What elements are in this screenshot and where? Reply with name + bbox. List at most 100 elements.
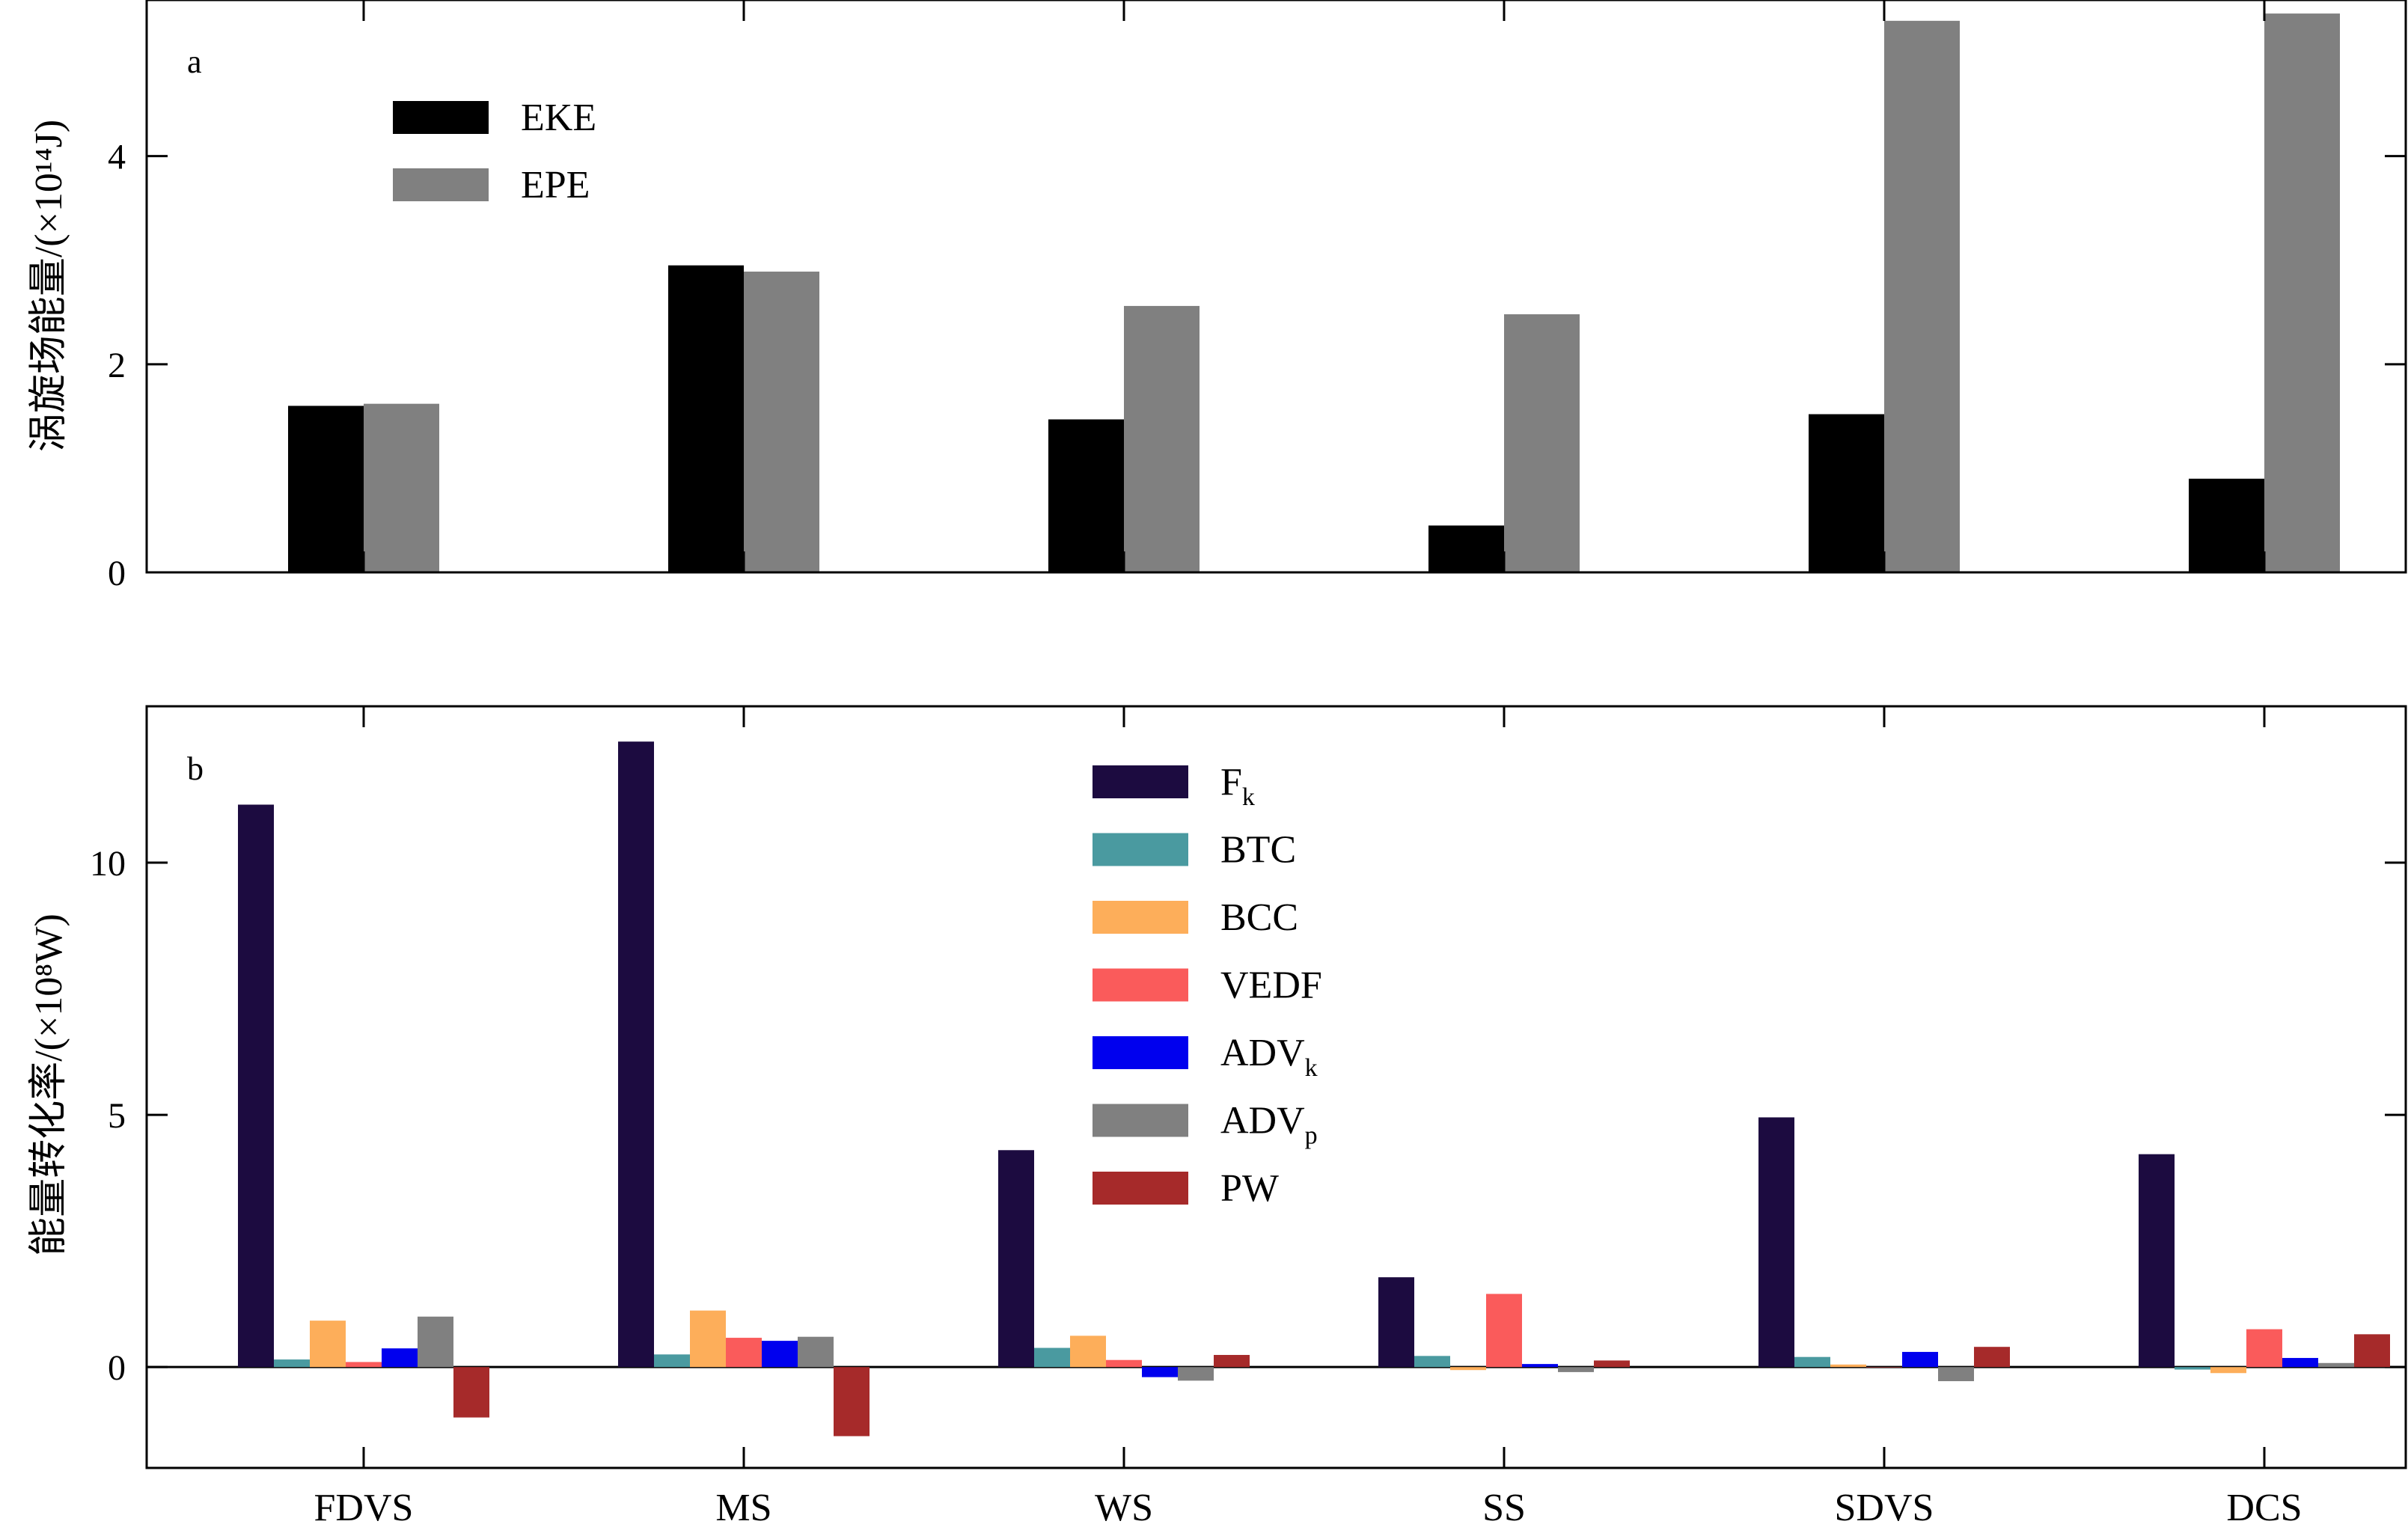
panel-b-bar-advp-sdvs	[1938, 1367, 1974, 1382]
panel-b-bar-btc-ws	[1034, 1347, 1070, 1368]
panel-b-bar-pw-ws	[1214, 1354, 1250, 1368]
panel-b-bar-advp-ws	[1178, 1367, 1214, 1381]
panel-a-y-tick-label: 4	[108, 138, 126, 177]
panel-a-legend-swatch-eke	[393, 101, 489, 134]
panel-a-bar-eke-dcs	[2189, 478, 2264, 572]
panel-a-bar-epe-ms	[744, 272, 819, 572]
panel-b-legend-label-pw: PW	[1220, 1167, 1279, 1210]
panel-a-bar-eke-ws	[1048, 419, 1124, 572]
panel-b-legend-swatch-bcc	[1093, 901, 1188, 934]
panel-b-bar-vedf-ws	[1106, 1359, 1142, 1368]
panel-a-bar-eke-ms	[668, 265, 744, 572]
x-tick-label-ms: MS	[715, 1487, 771, 1529]
panel-a-legend-swatch-epe	[393, 168, 489, 201]
panel-b-bar-advp-fdvs	[418, 1316, 453, 1368]
panel-b-bar-advk-sdvs	[1902, 1351, 1938, 1368]
panel-b-legend-swatch-pw	[1093, 1172, 1188, 1205]
panel-b-bar-advp-ms	[798, 1336, 834, 1368]
panel-a-bar-eke-sdvs	[1809, 414, 1884, 572]
panel-a-bar-epe-fdvs	[364, 403, 439, 572]
x-tick-label-sdvs: SDVS	[1835, 1487, 1934, 1529]
panel-b-bar-vedf-ms	[726, 1338, 762, 1368]
panel-a-bar-epe-dcs	[2264, 13, 2340, 573]
panel-b-legend-label-btc: BTC	[1220, 829, 1296, 872]
panel-b-y-tick-label: 5	[108, 1096, 126, 1136]
panel-b-bar-bcc-ms	[690, 1310, 726, 1368]
panel-b-bar-fk-ms	[618, 741, 654, 1368]
panel-a-bar-eke-ss	[1428, 525, 1504, 572]
panel-b-bar-fk-ss	[1378, 1277, 1414, 1368]
panel-a-frame	[145, 0, 2407, 574]
x-tick-label-fdvs: FDVS	[314, 1487, 414, 1529]
panel-a-bar-epe-ss	[1504, 314, 1580, 572]
panel-b-label: b	[187, 750, 204, 787]
panel-b-legend-label-fk: Fk	[1220, 761, 1255, 811]
panel-b-bar-fk-dcs	[2139, 1154, 2175, 1368]
panel-b-legend-swatch-btc	[1093, 833, 1188, 866]
panel-b-bar-fk-ws	[998, 1150, 1034, 1368]
panel-b-y-ticks: 0 5 10	[90, 844, 2406, 1388]
panel-b-bar-advk-ss	[1522, 1364, 1558, 1368]
panel-b-x-ticks	[362, 706, 2266, 1468]
panel-b-bar-bcc-ss	[1450, 1367, 1486, 1371]
panel-b-bar-advk-dcs	[2282, 1358, 2318, 1368]
panel-b-bars	[238, 741, 2390, 1436]
panel-b-legend-swatch-fk	[1093, 765, 1188, 798]
panel-a-legend: EKE EPE	[393, 97, 596, 206]
panel-a-label: a	[187, 43, 202, 80]
panel-b-x-labels: FDVS MS WS SS SDVS DCS	[314, 1487, 2302, 1529]
panel-b-bar-btc-ms	[654, 1354, 690, 1368]
panel-b-bar-bcc-ws	[1070, 1335, 1106, 1368]
panel-b-bar-bcc-fdvs	[310, 1321, 346, 1368]
panel-b-legend-swatch-advp	[1093, 1104, 1188, 1137]
panel-b-y-tick-label: 10	[90, 844, 126, 884]
panel-b-bar-fk-sdvs	[1758, 1117, 1794, 1368]
panel-b: b 能量转化率/(×10⁸W) 0 5 10 FDVS MS WS SS SDVS DCS F…	[28, 705, 2407, 1529]
panel-a-legend-label-epe: EPE	[521, 164, 590, 206]
panel-b-y-axis-label: 能量转化率/(×10⁸W)	[28, 914, 70, 1256]
panel-a-y-tick-label: 0	[108, 554, 126, 593]
panel-a-bar-epe-sdvs	[1884, 20, 1960, 573]
x-tick-label-ss: SS	[1482, 1487, 1526, 1529]
x-tick-label-dcs: DCS	[2226, 1487, 2302, 1529]
panel-b-bar-fk-fdvs	[238, 804, 274, 1368]
panel-b-bar-bcc-dcs	[2210, 1367, 2246, 1374]
panel-a-legend-label-eke: EKE	[521, 97, 596, 139]
panel-a-y-axis-label: 涡旋场能量/(×10¹⁴J)	[28, 120, 70, 452]
panel-b-bar-vedf-fdvs	[346, 1362, 382, 1368]
panel-b-bar-pw-ms	[834, 1367, 870, 1436]
panel-b-bar-pw-ss	[1594, 1360, 1630, 1368]
panel-b-legend-swatch-vedf	[1093, 968, 1188, 1002]
panel-b-bar-vedf-sdvs	[1866, 1367, 1902, 1368]
panel-b-bar-advk-ws	[1142, 1367, 1178, 1377]
panel-b-legend-label-advk: ADVk	[1220, 1032, 1318, 1082]
panel-a-bar-epe-ws	[1124, 305, 1200, 572]
panel-b-bar-btc-ss	[1414, 1356, 1450, 1368]
panel-b-bar-vedf-dcs	[2246, 1329, 2282, 1368]
panel-b-bar-btc-dcs	[2175, 1367, 2210, 1370]
panel-b-bar-pw-dcs	[2354, 1334, 2390, 1368]
panel-b-legend-label-bcc: BCC	[1220, 896, 1298, 939]
panel-b-bar-pw-sdvs	[1974, 1347, 2010, 1368]
panel-b-bar-advk-ms	[762, 1341, 798, 1368]
panel-a: a 涡旋场能量/(×10¹⁴J) 0 2 4 EKE EPE	[28, 0, 2407, 593]
panel-b-bar-btc-fdvs	[274, 1359, 310, 1368]
panel-b-frame	[145, 705, 2407, 1469]
panel-b-legend: Fk BTC BCC VEDF ADVk ADVp PW	[1093, 761, 1322, 1210]
panel-b-y-tick-label: 0	[108, 1348, 126, 1388]
panel-b-bar-bcc-sdvs	[1830, 1364, 1866, 1368]
panel-a-x-ticks	[362, 0, 2266, 572]
panel-b-legend-label-advp: ADVp	[1220, 1100, 1318, 1150]
panel-b-bar-advp-ss	[1558, 1367, 1594, 1372]
panel-b-bar-advk-fdvs	[382, 1348, 418, 1368]
x-tick-label-ws: WS	[1095, 1487, 1153, 1529]
panel-a-bars	[288, 13, 2340, 573]
panel-b-bar-vedf-ss	[1486, 1294, 1522, 1368]
panel-b-legend-swatch-advk	[1093, 1036, 1188, 1069]
panel-b-bar-pw-fdvs	[453, 1367, 489, 1418]
panel-a-bar-eke-fdvs	[288, 406, 364, 572]
panel-b-bar-btc-sdvs	[1794, 1356, 1830, 1368]
panel-b-bar-advp-dcs	[2318, 1362, 2354, 1368]
